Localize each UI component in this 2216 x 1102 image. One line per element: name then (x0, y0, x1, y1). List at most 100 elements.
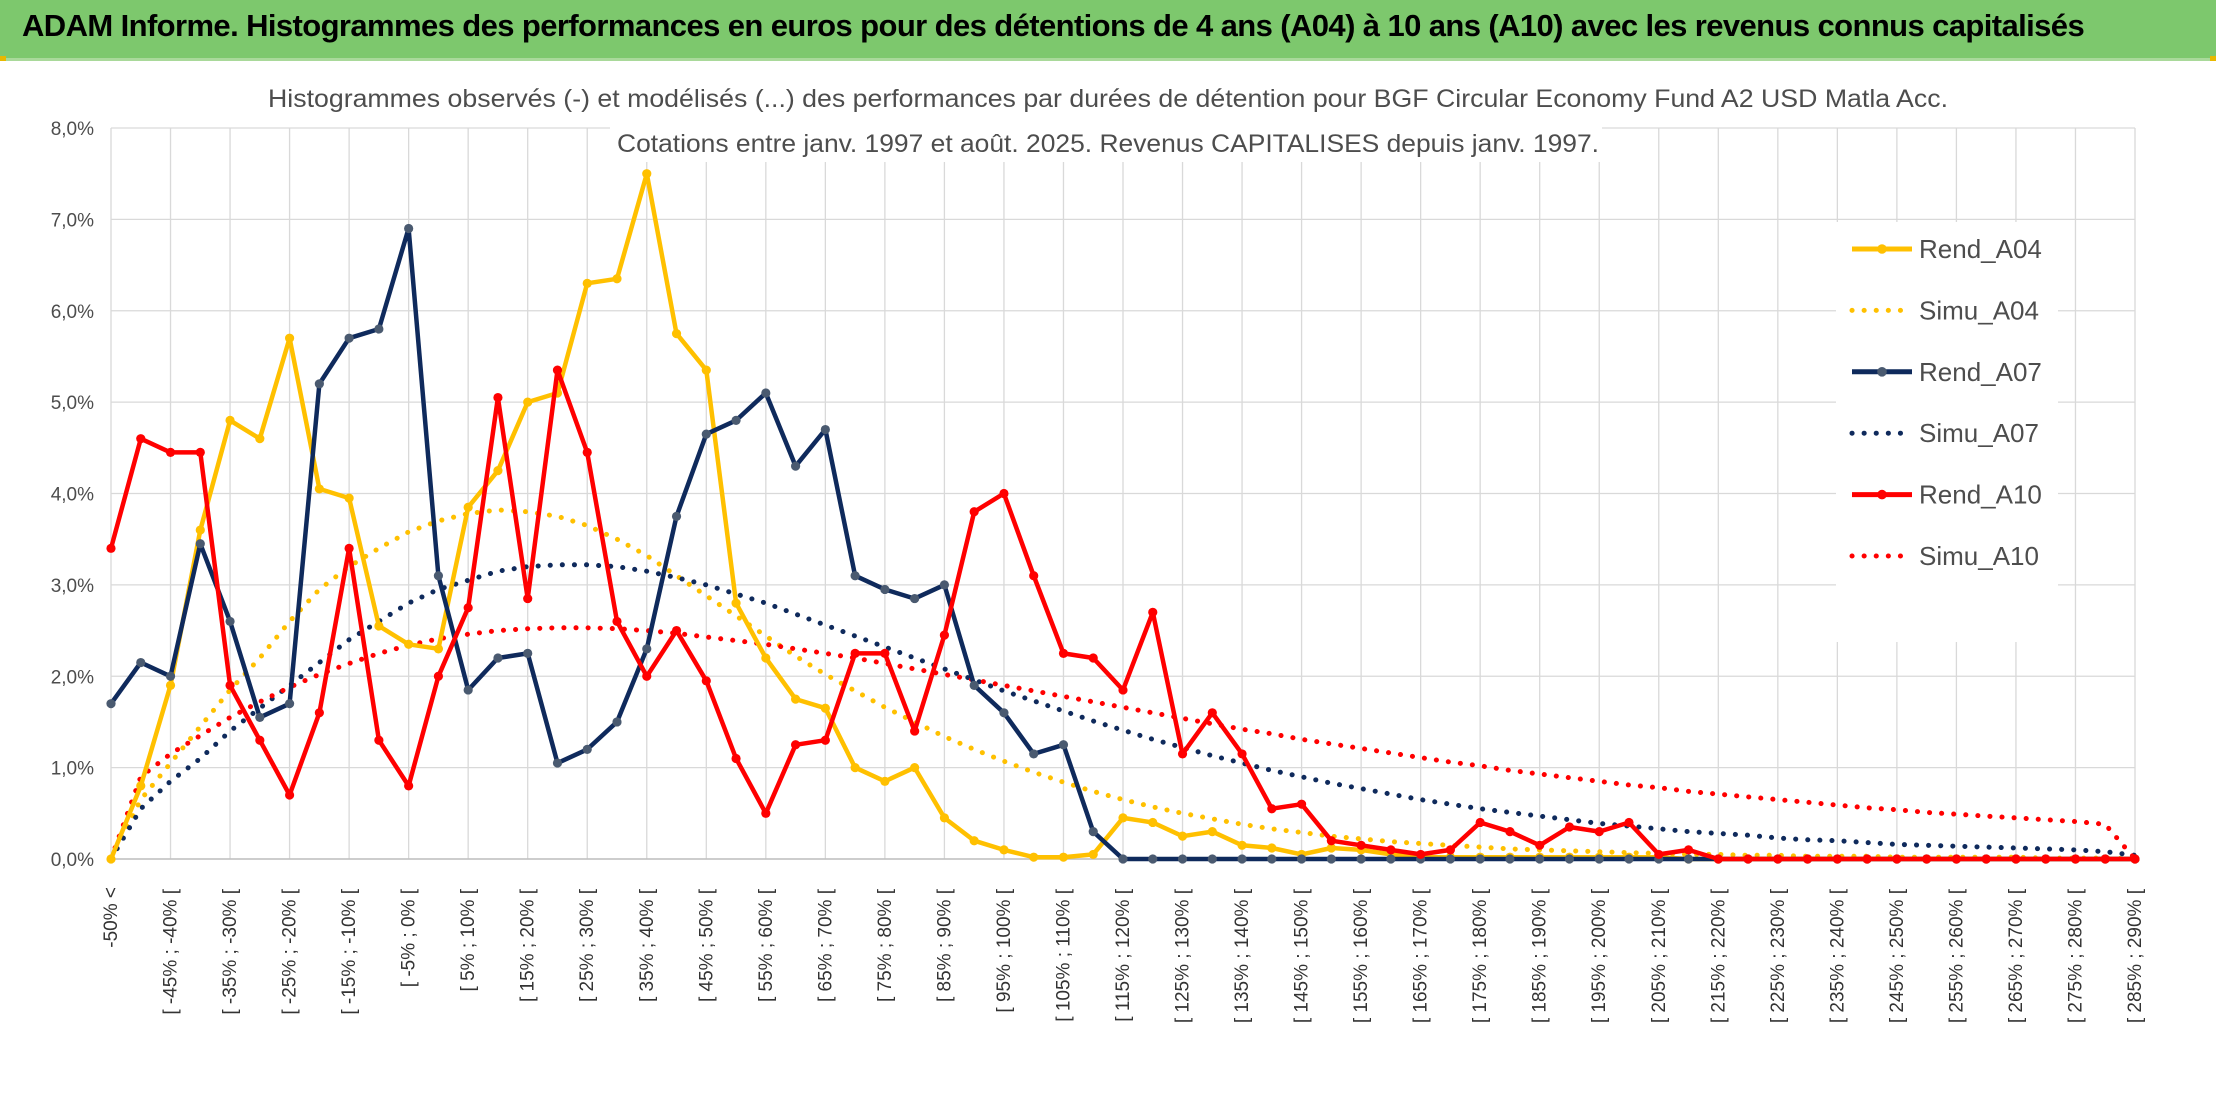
data-point (1296, 799, 1307, 809)
data-point (1832, 854, 1842, 864)
x-tick-label: [ 285% ; 290% [ (2125, 888, 2146, 1023)
data-point (1416, 849, 1426, 860)
legend-label: Simu_A10 (1919, 541, 2039, 571)
chart-series (106, 169, 2140, 864)
data-point (344, 543, 354, 553)
data-point (910, 593, 920, 604)
data-point (314, 484, 324, 494)
legend-label: Simu_A07 (1919, 418, 2039, 448)
data-point (225, 616, 235, 627)
data-point (374, 324, 384, 334)
data-point (820, 424, 830, 435)
data-point (374, 621, 384, 631)
y-tick-label: 2,0% (51, 667, 94, 688)
data-point (880, 776, 890, 786)
data-point (493, 653, 503, 663)
legend-item-Rend_A10: Rend_A10 (1852, 480, 2042, 510)
x-tick-label: [ 55% ; 60% [ (756, 888, 777, 1002)
x-tick-label: [ 165% ; 170% [ (1411, 888, 1432, 1023)
data-point (314, 379, 324, 389)
data-point (344, 333, 354, 343)
data-point (731, 598, 741, 608)
series-line (108, 562, 2138, 862)
data-point (1773, 854, 1783, 864)
data-point (2070, 854, 2081, 864)
legend-item-Simu_A04: Simu_A04 (1849, 295, 2039, 325)
data-point (1564, 822, 1575, 832)
x-tick-label: [ 135% ; 140% [ (1232, 888, 1253, 1023)
x-tick-label: [ -25% ; -20% [ (280, 888, 301, 1014)
x-tick-label: [ 205% ; 210% [ (1649, 888, 1670, 1023)
x-tick-label: [ 75% ; 80% [ (875, 888, 896, 1002)
legend-marker (1877, 244, 1887, 254)
legend-background (1836, 222, 2058, 642)
data-point (1267, 843, 1277, 853)
data-point (463, 603, 473, 613)
data-point (255, 434, 265, 444)
x-tick-label: [ 255% ; 260% [ (1946, 888, 1967, 1023)
data-point (1088, 826, 1098, 837)
data-point (106, 543, 116, 553)
data-point (1445, 854, 1456, 864)
data-point (1237, 854, 1247, 864)
data-point (1802, 854, 1813, 864)
data-point (433, 644, 444, 654)
data-point (969, 680, 979, 690)
series-line (108, 625, 2138, 862)
data-point (1148, 607, 1158, 617)
data-point (463, 502, 473, 512)
data-point (671, 511, 682, 521)
chart-legend: Rend_A04 Simu_A04 Rend_A07 Simu_A07 Rend_A10… (1836, 222, 2058, 642)
x-tick-label: [ 65% ; 70% [ (815, 888, 836, 1002)
data-point (701, 429, 711, 439)
data-point (1118, 854, 1128, 864)
data-point (344, 493, 354, 503)
subtitle-background (610, 120, 1602, 162)
y-tick-label: 0,0% (51, 850, 94, 871)
data-point (433, 671, 444, 681)
chart-subtitle: Cotations entre janv. 1997 et août. 2025… (617, 130, 1599, 158)
data-point (939, 630, 950, 640)
y-tick-label: 5,0% (51, 393, 94, 414)
x-tick-label: [ 225% ; 230% [ (1768, 888, 1789, 1023)
series-Simu_A10 (108, 625, 2138, 862)
data-point (850, 571, 860, 581)
data-point (1475, 817, 1485, 828)
data-point (1475, 854, 1485, 864)
data-point (1356, 854, 1366, 864)
data-point (523, 397, 533, 407)
data-point (1326, 854, 1336, 864)
data-point (2100, 854, 2110, 864)
data-point (1058, 648, 1069, 659)
data-point (671, 625, 682, 636)
data-point (1177, 831, 1188, 841)
x-tick-label: [ 185% ; 190% [ (1530, 888, 1551, 1023)
report-title: ADAM Informe. Histogrammes des performan… (22, 8, 2085, 43)
legend-item-Simu_A10: Simu_A10 (1849, 541, 2039, 571)
data-point (642, 169, 652, 179)
data-point (612, 616, 622, 627)
data-point (1088, 849, 1098, 860)
x-tick-label: [ 275% ; 280% [ (2065, 888, 2086, 1023)
x-axis-ticks: -50% < [ -45% ; -40% [[ -35% ; -30% [[ -2… (101, 887, 2146, 1023)
data-point (701, 365, 711, 375)
data-point (1922, 854, 1932, 864)
data-point (761, 653, 771, 663)
data-point (195, 447, 205, 457)
data-point (1356, 840, 1366, 850)
data-point (284, 333, 295, 343)
data-point (1029, 571, 1039, 581)
data-point (612, 274, 622, 284)
x-tick-label: [ 115% ; 120% [ (1113, 888, 1134, 1021)
x-tick-label: [ -15% ; -10% [ (339, 888, 360, 1014)
corner-mark-left (0, 56, 6, 61)
data-point (880, 584, 890, 595)
data-point (433, 571, 444, 581)
x-tick-label: [ 175% ; 180% [ (1470, 888, 1491, 1023)
data-point (2011, 854, 2021, 864)
data-point (969, 836, 979, 846)
data-point (1326, 836, 1336, 846)
data-point (642, 671, 652, 681)
data-point (761, 388, 771, 398)
x-tick-label: [ 215% ; 220% [ (1708, 888, 1729, 1023)
